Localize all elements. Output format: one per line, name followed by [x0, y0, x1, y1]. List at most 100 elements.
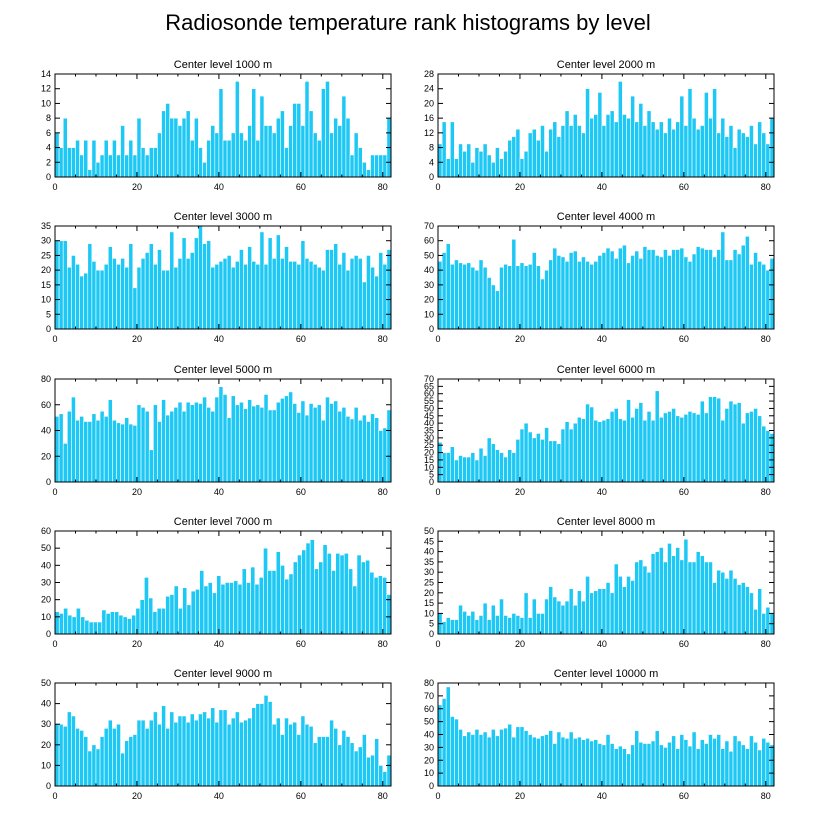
- histogram-bar: [634, 561, 640, 635]
- histogram-bar: [198, 403, 203, 483]
- histogram-bar: [626, 262, 631, 330]
- histogram-bar: [267, 701, 273, 787]
- histogram-bar: [210, 266, 216, 330]
- histogram-bar: [226, 139, 232, 178]
- histogram-bar: [62, 443, 68, 483]
- histogram-bar: [181, 237, 187, 330]
- x-tick-label: 40: [597, 791, 607, 801]
- histogram-bar: [679, 559, 685, 635]
- histogram-bar: [667, 411, 672, 483]
- histogram-bar: [699, 400, 705, 483]
- histogram-bar: [103, 139, 109, 178]
- histogram-bar: [297, 554, 302, 635]
- histogram-bar: [470, 161, 476, 178]
- histogram-bar: [445, 686, 451, 787]
- histogram-bar: [683, 739, 689, 787]
- panel-title: Center level 6000 m: [557, 364, 655, 376]
- histogram-bar: [466, 615, 472, 635]
- histogram-bar: [353, 255, 359, 330]
- histogram-bar: [374, 275, 380, 330]
- histogram-bar: [458, 262, 463, 330]
- histogram-bar: [79, 416, 84, 483]
- histogram-bar: [296, 103, 302, 178]
- histogram-bar: [745, 136, 750, 178]
- histogram-bar: [593, 590, 599, 635]
- panel-title: Center level 1000 m: [174, 59, 272, 71]
- histogram-bar: [165, 269, 171, 330]
- histogram-bar: [544, 734, 549, 787]
- histogram-bar: [83, 272, 89, 330]
- histogram-bar: [527, 734, 533, 787]
- histogram-bar: [740, 582, 746, 635]
- histogram-bar: [132, 287, 138, 330]
- x-tick-label: 40: [597, 182, 607, 192]
- histogram-bar: [642, 743, 648, 787]
- x-tick-label: 0: [435, 639, 440, 649]
- histogram-bar: [288, 573, 294, 635]
- x-tick-label: 60: [296, 334, 306, 344]
- histogram-bar: [329, 249, 334, 330]
- histogram-bar: [695, 551, 701, 635]
- histogram-bar: [597, 421, 603, 483]
- histogram-bar: [169, 594, 175, 635]
- histogram-bar: [349, 742, 355, 787]
- histogram-bar: [247, 399, 252, 483]
- histogram-bar: [131, 614, 137, 635]
- histogram-bar: [263, 695, 269, 787]
- histogram-bar: [654, 390, 660, 483]
- y-tick-label: 20: [41, 740, 51, 750]
- histogram-bar: [769, 258, 775, 330]
- y-tick-label: 10: [41, 612, 51, 622]
- histogram-bar: [753, 408, 758, 483]
- histogram-bar: [224, 582, 230, 635]
- histogram-bar: [613, 121, 619, 178]
- x-tick-label: 80: [761, 182, 771, 192]
- y-tick-label: 35: [424, 426, 434, 436]
- histogram-bar: [54, 723, 60, 787]
- histogram-bar: [259, 703, 265, 787]
- histogram-bar: [679, 95, 685, 178]
- histogram-bar: [490, 729, 496, 787]
- histogram-bar: [58, 723, 64, 787]
- histogram-bar: [341, 252, 347, 330]
- histogram-bar: [95, 419, 101, 483]
- histogram-bar: [275, 401, 281, 483]
- y-tick-label: 50: [424, 717, 434, 727]
- histogram-bar: [765, 143, 771, 178]
- x-tick-label: 60: [296, 487, 306, 497]
- histogram-bar: [511, 238, 517, 330]
- histogram-bar: [593, 739, 599, 787]
- histogram-bar: [478, 615, 484, 635]
- histogram-bar: [675, 249, 681, 330]
- main-title: Radiosonde temperature rank histograms b…: [165, 10, 651, 35]
- histogram-bar: [499, 729, 504, 787]
- y-tick-label: 25: [424, 578, 434, 588]
- histogram-bar: [695, 128, 701, 178]
- histogram-bar: [326, 553, 332, 635]
- histogram-bar: [617, 418, 623, 483]
- panel-title: Center level 5000 m: [174, 364, 272, 376]
- histogram-bar: [189, 139, 195, 178]
- histogram-bar: [728, 569, 734, 635]
- histogram-bar: [353, 407, 359, 483]
- x-tick-label: 40: [214, 791, 224, 801]
- histogram-bar: [437, 704, 443, 787]
- histogram-bar: [646, 411, 652, 483]
- histogram-bar: [753, 252, 758, 330]
- histogram-bar: [667, 543, 672, 635]
- histogram-bar: [490, 604, 496, 635]
- histogram-bar: [382, 771, 388, 787]
- histogram-bar: [337, 125, 343, 178]
- histogram-bar: [71, 147, 76, 178]
- histogram-bar: [663, 412, 668, 483]
- y-tick-label: 60: [41, 526, 51, 536]
- histogram-bar: [148, 147, 154, 178]
- histogram-bar: [732, 403, 738, 483]
- histogram-bar: [382, 263, 388, 330]
- histogram-bar: [564, 421, 570, 483]
- histogram-bar: [437, 143, 443, 178]
- histogram-bar: [454, 619, 459, 635]
- histogram-bar: [118, 614, 124, 635]
- histogram-bar: [704, 561, 709, 635]
- histogram-bar: [352, 585, 358, 635]
